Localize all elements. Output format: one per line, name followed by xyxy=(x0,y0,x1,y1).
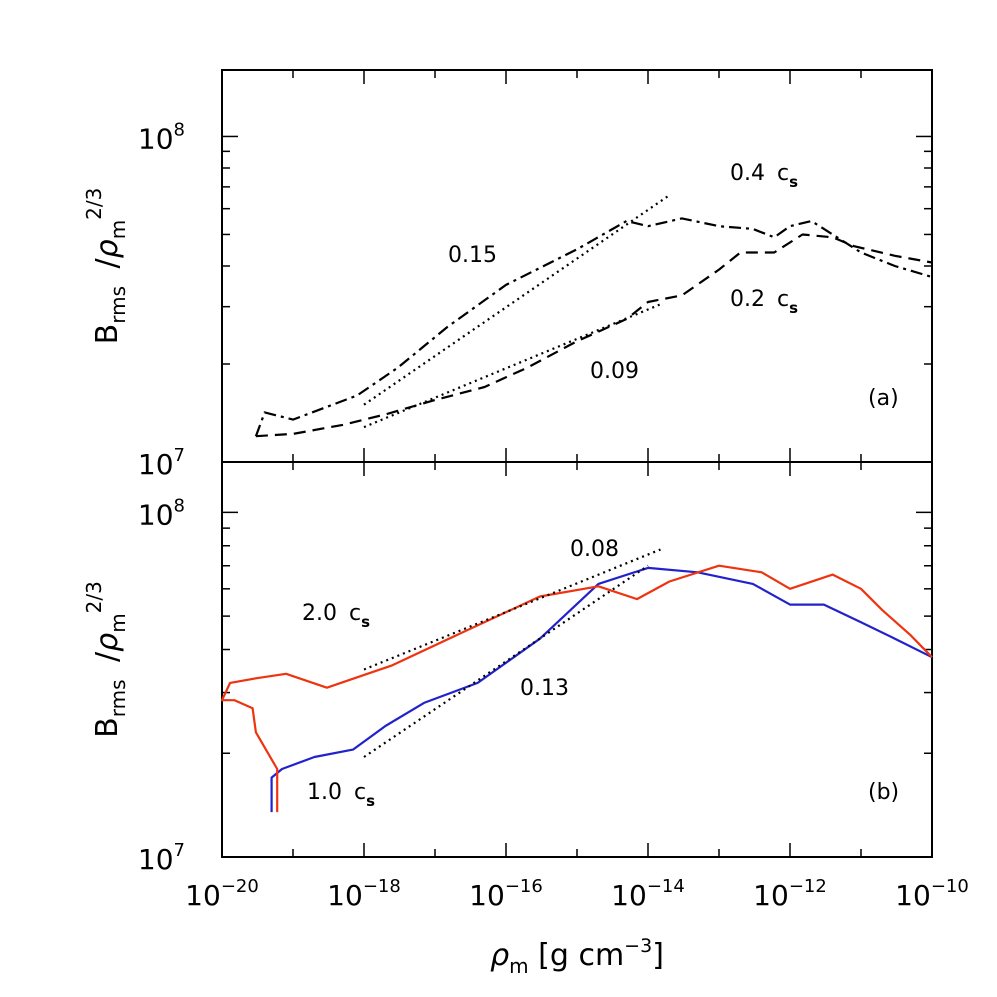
y-label-m: m xyxy=(106,220,130,239)
annotation-value: 0.13 xyxy=(520,676,569,701)
x-label-rho: ρ xyxy=(490,938,509,973)
panel-a-y-axis-label: Brms /ρm2/3 xyxy=(82,188,130,345)
x-tick-label-exponent: −18 xyxy=(363,876,401,897)
panel-a-y-tick-label-exponent: 7 xyxy=(174,445,185,466)
x-tick-label-base: 10 xyxy=(185,879,221,912)
panel-b-series-0.13 xyxy=(363,564,649,758)
annotation-value: 0.2 xyxy=(730,287,765,312)
x-tick-label: 10−12 xyxy=(753,876,827,912)
panel-b-annotation: 0.08 xyxy=(570,537,619,562)
panel-b-label: (b) xyxy=(868,780,899,805)
annotation-value: 2.0 xyxy=(302,601,337,626)
panel-b-y-tick-label-base: 10 xyxy=(138,843,174,876)
panel-b-y-tick-label: 108 xyxy=(138,495,185,531)
x-tick-label-base: 10 xyxy=(611,879,647,912)
panel-a-annotation: 0.15 xyxy=(448,243,497,268)
panel-a-annotation: 0.4 cs xyxy=(730,161,798,191)
annotation-value: 1.0 xyxy=(307,780,342,805)
x-tick-label: 10−20 xyxy=(185,876,259,912)
x-tick-label: 10−10 xyxy=(895,876,969,912)
panel-a-y-tick-label-base: 10 xyxy=(138,448,174,481)
panel-a-label: (a) xyxy=(868,386,899,411)
panel-b-annotation: 2.0 cs xyxy=(302,601,370,631)
x-tick-label-base: 10 xyxy=(753,879,789,912)
y-label-rms: rms xyxy=(106,680,130,718)
y-label-rho: ρ xyxy=(90,633,125,652)
y-label-slash: / xyxy=(90,257,125,278)
panel-a-annotation: 0.09 xyxy=(590,359,639,384)
annotation-c: c xyxy=(777,161,789,186)
x-tick-label-exponent: −12 xyxy=(789,876,827,897)
annotation-value: 0.09 xyxy=(590,359,639,384)
y-label-m: m xyxy=(106,613,130,632)
x-tick-label-base: 10 xyxy=(469,879,505,912)
panel-b-y-tick-label-exponent: 7 xyxy=(174,840,185,861)
x-label-units: [g cm xyxy=(529,938,625,973)
x-label-exponent: −3 xyxy=(624,935,652,957)
annotation-s: s xyxy=(789,299,798,317)
panel-b-y-tick-label: 107 xyxy=(138,840,185,876)
panel-a-y-tick-label-exponent: 8 xyxy=(174,119,185,140)
panel-a-y-tick-label: 107 xyxy=(138,445,185,481)
y-label-slash: / xyxy=(90,651,125,672)
panel-b-series-1.0-c-s xyxy=(270,566,933,813)
x-tick-label-exponent: −14 xyxy=(647,876,685,897)
annotation-value: 0.08 xyxy=(570,537,619,562)
annotation-value: 0.15 xyxy=(448,243,497,268)
x-label-bracket: ] xyxy=(652,938,664,973)
annotation-s: s xyxy=(361,613,370,631)
annotation-c: c xyxy=(777,287,789,312)
panel-b-y-tick-label-base: 10 xyxy=(138,498,174,531)
panel-a-y-tick-label-base: 10 xyxy=(138,122,174,155)
panel-a-series-0.15 xyxy=(363,194,671,406)
y-label-exponent: 2/3 xyxy=(82,581,106,613)
panel-a-frame xyxy=(221,69,933,463)
x-axis-label: ρm [g cm−3] xyxy=(490,935,664,978)
x-tick-label-exponent: −10 xyxy=(931,876,969,897)
panel-b-annotation: 0.13 xyxy=(520,676,569,701)
panel-a-series-0.2-c-s xyxy=(255,233,933,438)
y-label-exponent: 2/3 xyxy=(82,188,106,220)
annotation-c: c xyxy=(349,601,361,626)
annotation-value: 0.4 xyxy=(730,161,765,186)
x-tick-label: 10−18 xyxy=(327,876,401,912)
y-label-rho: ρ xyxy=(90,239,125,258)
x-tick-label-exponent: −16 xyxy=(505,876,543,897)
panel-a-series-0.4-c-s xyxy=(254,217,933,437)
panel-b-annotation: 1.0 cs xyxy=(307,780,375,810)
panel-b-y-axis-label: Brms /ρm2/3 xyxy=(82,581,130,738)
y-label-rms: rms xyxy=(106,286,130,324)
annotation-c: c xyxy=(354,780,366,805)
x-tick-label: 10−14 xyxy=(611,876,685,912)
x-tick-label-exponent: −20 xyxy=(221,876,259,897)
y-label-b: B xyxy=(90,324,125,345)
x-tick-label: 10−16 xyxy=(469,876,543,912)
x-tick-label-base: 10 xyxy=(327,879,363,912)
panel-b-y-tick-label-exponent: 8 xyxy=(174,495,185,516)
y-label-b: B xyxy=(90,717,125,738)
panel-a-annotation: 0.2 cs xyxy=(730,287,798,317)
x-tick-label-base: 10 xyxy=(895,879,931,912)
annotation-s: s xyxy=(789,173,798,191)
panel-a-y-tick-label: 108 xyxy=(138,119,185,155)
annotation-s: s xyxy=(366,792,375,810)
x-label-m: m xyxy=(509,954,528,978)
